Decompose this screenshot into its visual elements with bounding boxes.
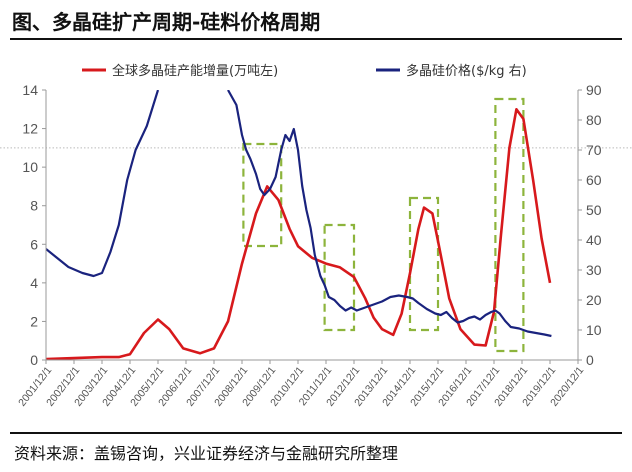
highlight-box bbox=[323, 223, 356, 332]
polysilicon-price-line bbox=[46, 90, 160, 278]
y-right-tick-label: 60 bbox=[586, 172, 602, 188]
y-left-tick-label: 0 bbox=[30, 352, 38, 368]
legend-price-label: 多晶硅价格($/kg 右) bbox=[406, 63, 527, 79]
legend: 全球多晶硅产能增量(万吨左) 多晶硅价格($/kg 右) bbox=[82, 63, 527, 79]
y-right-tick-label: 10 bbox=[586, 322, 602, 338]
y-right-tick-label: 50 bbox=[586, 202, 602, 218]
y-right-tick-label: 30 bbox=[586, 262, 602, 278]
y-right-tick-label: 70 bbox=[586, 142, 602, 158]
series-layer bbox=[46, 90, 552, 360]
y-left-tick-label: 12 bbox=[22, 121, 38, 137]
axis-layer: 0246810121401020304050607080902001/12/12… bbox=[16, 82, 602, 409]
figure-title: 图、多晶硅扩产周期-硅料价格周期 bbox=[12, 10, 321, 34]
y-left-tick-label: 6 bbox=[30, 236, 38, 252]
y-left-tick-label: 10 bbox=[22, 159, 38, 175]
y-left-tick-label: 8 bbox=[30, 198, 38, 214]
title-divider bbox=[10, 38, 622, 40]
highlight-box bbox=[242, 142, 283, 248]
y-right-tick-label: 40 bbox=[586, 232, 602, 248]
y-right-tick-label: 20 bbox=[586, 292, 602, 308]
footer-divider bbox=[10, 432, 622, 434]
chart: 0246810121401020304050607080902001/12/12… bbox=[0, 63, 632, 409]
highlight-box bbox=[408, 196, 440, 332]
polysilicon-price-line bbox=[227, 90, 552, 338]
y-right-tick-label: 90 bbox=[586, 82, 602, 98]
highlight-box bbox=[494, 97, 525, 353]
y-left-tick-label: 14 bbox=[22, 82, 38, 98]
y-left-tick-label: 2 bbox=[30, 313, 38, 329]
capacity-increment-line bbox=[46, 108, 552, 360]
source-note: 资料来源：盖锡咨询，兴业证券经济与金融研究所整理 bbox=[14, 444, 399, 463]
y-right-tick-label: 0 bbox=[586, 352, 594, 368]
y-left-tick-label: 4 bbox=[30, 275, 38, 291]
y-right-tick-label: 80 bbox=[586, 112, 602, 128]
legend-capacity-label: 全球多晶硅产能增量(万吨左) bbox=[112, 63, 278, 79]
